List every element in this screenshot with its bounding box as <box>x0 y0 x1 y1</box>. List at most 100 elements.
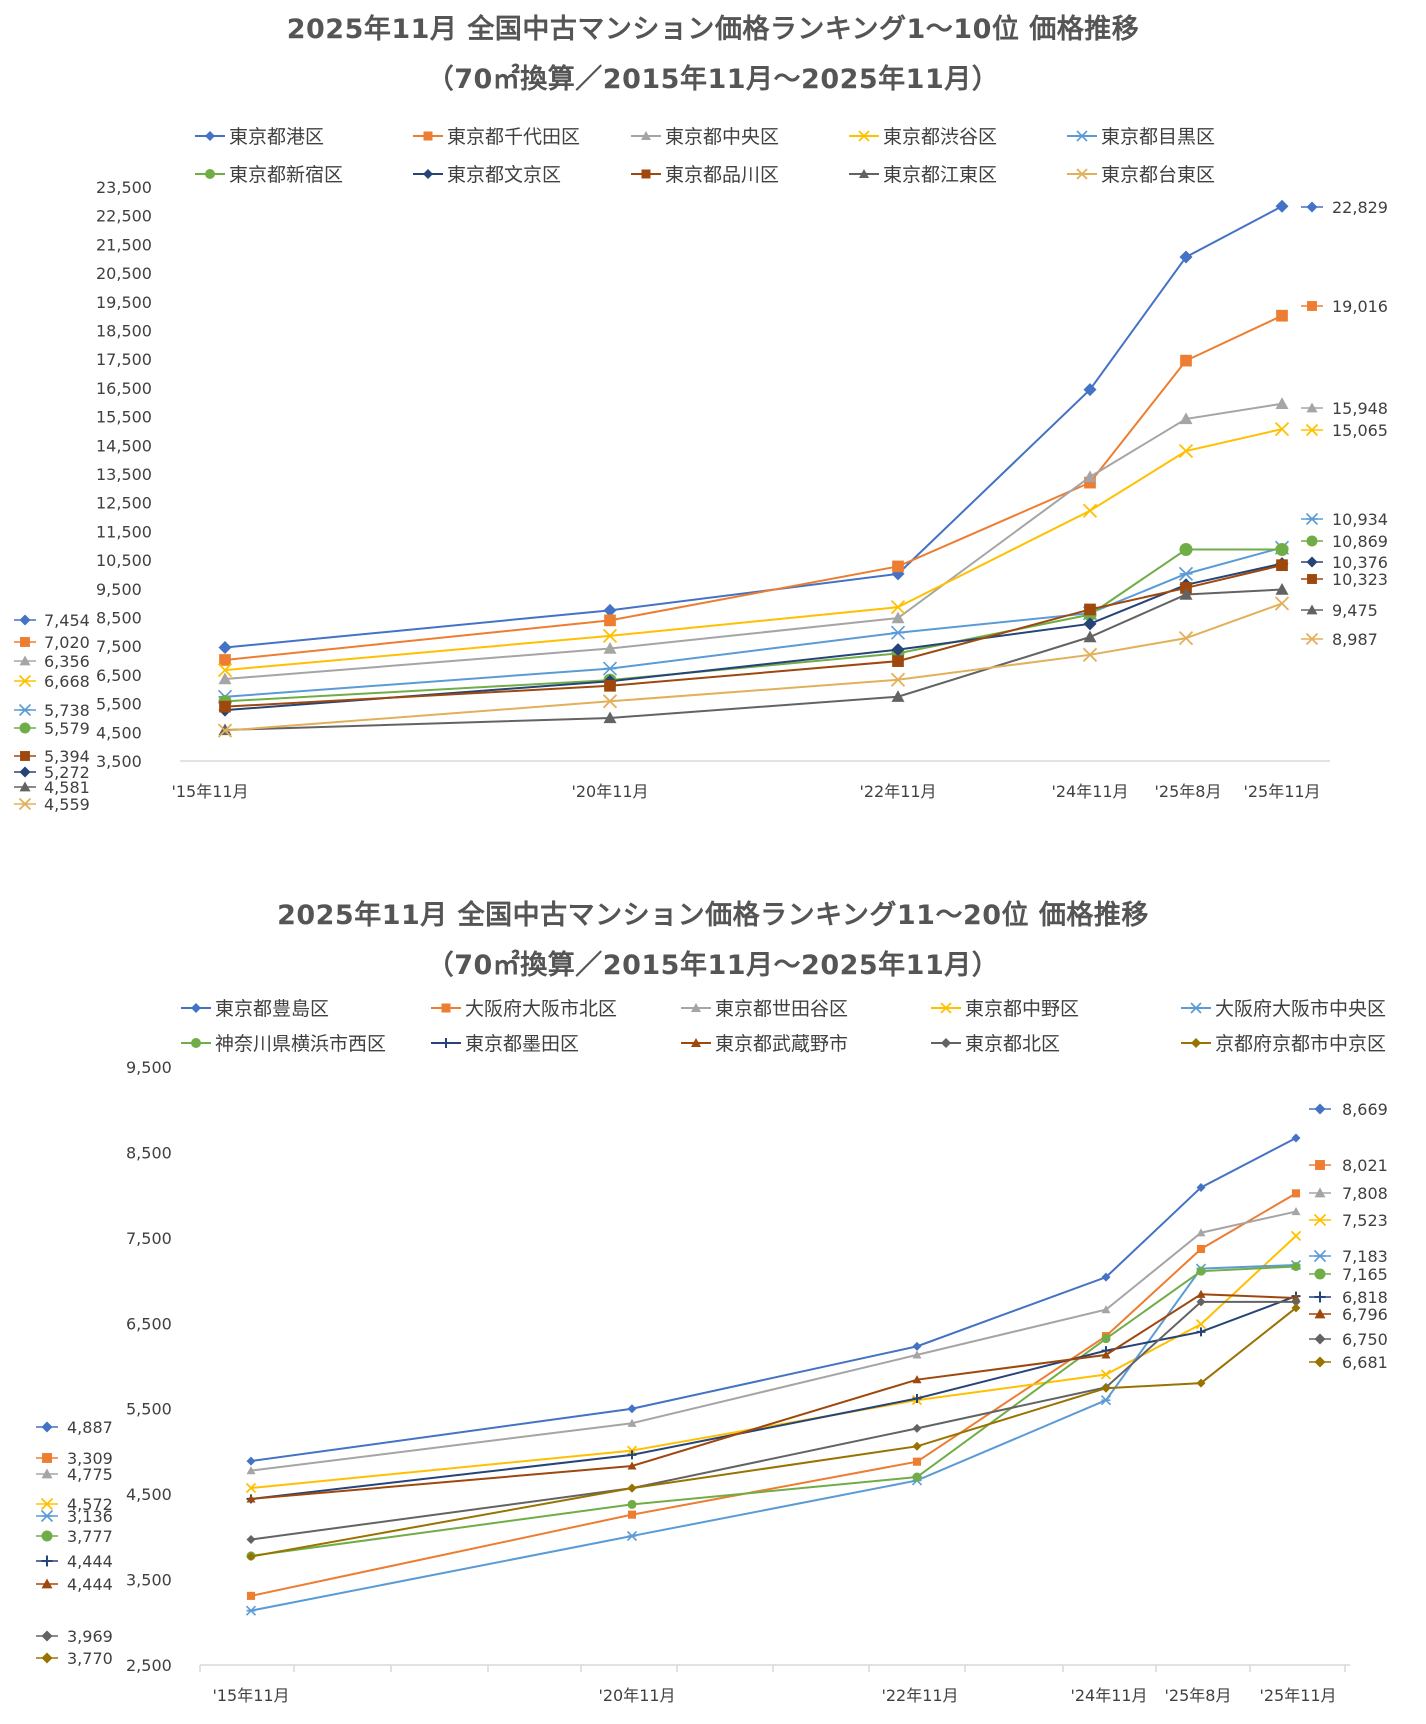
series-1: 4,887 8,669 <box>36 1100 1388 1466</box>
series-9: 4,581 9,475 <box>14 583 1378 797</box>
data-point <box>1083 383 1097 397</box>
legend-marker <box>191 1038 201 1048</box>
end-value-label: 8,669 <box>1342 1100 1388 1119</box>
data-point <box>245 1605 257 1616</box>
end-value-label: 7,165 <box>1342 1265 1388 1284</box>
x-tick-label: '22年11月 <box>881 1686 958 1705</box>
data-point <box>912 1341 922 1351</box>
data-point <box>246 1466 256 1475</box>
start-value-label: 3,136 <box>67 1507 113 1526</box>
y-tick-label: 7,500 <box>126 1229 172 1248</box>
data-point <box>891 611 905 624</box>
data-point <box>1083 617 1097 631</box>
data-point <box>217 662 233 678</box>
series-9: 3,969 6,750 <box>36 1297 1388 1646</box>
data-point <box>1084 603 1096 616</box>
legend-item: 東京都台東区 <box>1067 164 1215 186</box>
data-point <box>219 654 231 666</box>
data-point <box>1082 647 1098 662</box>
data-point <box>1178 566 1194 581</box>
data-point <box>912 1375 922 1384</box>
data-point <box>604 614 616 627</box>
data-point <box>627 1483 637 1493</box>
data-point <box>1291 1133 1301 1143</box>
data-point <box>1180 582 1192 594</box>
legend-marker <box>1076 130 1088 142</box>
data-point <box>891 690 905 702</box>
data-point <box>1083 630 1097 643</box>
y-tick-label: 20,500 <box>96 264 152 283</box>
data-point <box>218 723 232 736</box>
y-tick-label: 21,500 <box>96 235 152 254</box>
x-tick-label: '25年11月 <box>1243 782 1320 801</box>
y-tick-label: 14,500 <box>96 436 152 455</box>
series-10: 3,770 6,681 <box>36 1303 1388 1668</box>
x-tick-label: '15年11月 <box>171 782 248 801</box>
data-point <box>1179 543 1193 557</box>
legend-label: 大阪府大阪市中央区 <box>1215 998 1386 1020</box>
end-value-label: 22,829 <box>1332 198 1388 217</box>
data-point <box>1291 1303 1301 1313</box>
data-point <box>1276 559 1288 572</box>
data-point <box>1196 1289 1206 1298</box>
chart2-subtitle: （70㎡換算／2015年11月～2025年11月） <box>426 950 1000 981</box>
data-point <box>1291 1189 1301 1198</box>
x-tick-label: '20年11月 <box>571 782 648 801</box>
legend-label: 東京都目黒区 <box>1101 126 1215 148</box>
series-3: 6,356 15,948 <box>14 397 1388 685</box>
data-point <box>1196 1327 1206 1337</box>
chart1-title: 2025年11月 全国中古マンション価格ランキング1～10位 価格推移 <box>286 14 1140 45</box>
data-point <box>627 1461 637 1470</box>
end-value-label: 7,183 <box>1342 1247 1388 1266</box>
y-tick-label: 8,500 <box>126 1143 172 1162</box>
start-value-label: 4,444 <box>67 1575 113 1594</box>
legend-label: 東京都台東区 <box>1101 164 1215 186</box>
end-value-label: 10,323 <box>1332 570 1388 589</box>
series-7: 5,272 10,376 <box>14 553 1388 782</box>
data-point <box>604 679 616 692</box>
y-tick-label: 23,500 <box>96 178 152 197</box>
data-point <box>1100 1395 1112 1406</box>
series-line <box>250 1300 1296 1541</box>
legend-item: 神奈川県横浜市西区 <box>181 1033 386 1055</box>
start-value-label: 5,394 <box>44 747 90 766</box>
start-value-label: 3,309 <box>67 1449 113 1468</box>
end-value-label: 15,065 <box>1332 421 1388 440</box>
start-value-label: 7,020 <box>44 633 90 652</box>
series-line <box>224 314 1283 661</box>
legend-item: 東京都中央区 <box>631 126 779 148</box>
x-tick-label: '15年11月 <box>212 1686 289 1705</box>
data-point <box>627 1404 637 1414</box>
start-value-label: 5,272 <box>44 763 90 782</box>
data-point <box>627 1450 637 1460</box>
x-tick-label: '25年11月 <box>1259 1686 1336 1705</box>
series-line <box>250 1210 1297 1472</box>
data-point <box>219 700 231 713</box>
legend-item: 東京都品川区 <box>631 164 779 186</box>
end-value-label: 19,016 <box>1332 297 1388 316</box>
start-value-label: 3,969 <box>67 1627 113 1646</box>
legend-item: 東京都墨田区 <box>431 1033 579 1055</box>
series-line <box>250 1235 1297 1489</box>
legend-label: 東京都武蔵野市 <box>715 1033 848 1055</box>
data-point <box>890 625 906 640</box>
data-point <box>627 1418 637 1427</box>
legend-marker <box>691 1038 701 1047</box>
data-point <box>1101 1383 1111 1393</box>
x-tick-label: '22年11月 <box>859 782 936 801</box>
legend-item: 東京都江東区 <box>849 164 997 186</box>
legend-item: 東京都千代田区 <box>413 126 580 148</box>
start-value-label: 4,559 <box>44 795 90 814</box>
data-point <box>1196 1182 1206 1192</box>
data-point <box>1178 631 1194 646</box>
y-tick-label: 11,500 <box>96 522 152 541</box>
series-4: 6,668 15,065 <box>14 421 1388 691</box>
end-value-label: 10,376 <box>1332 553 1388 572</box>
legend-marker <box>191 1003 201 1013</box>
y-tick-label: 9,500 <box>96 580 142 599</box>
data-point <box>891 567 905 581</box>
series-line <box>250 1192 1297 1597</box>
data-point <box>912 1423 922 1433</box>
series-5: 5,738 10,934 <box>14 510 1388 720</box>
